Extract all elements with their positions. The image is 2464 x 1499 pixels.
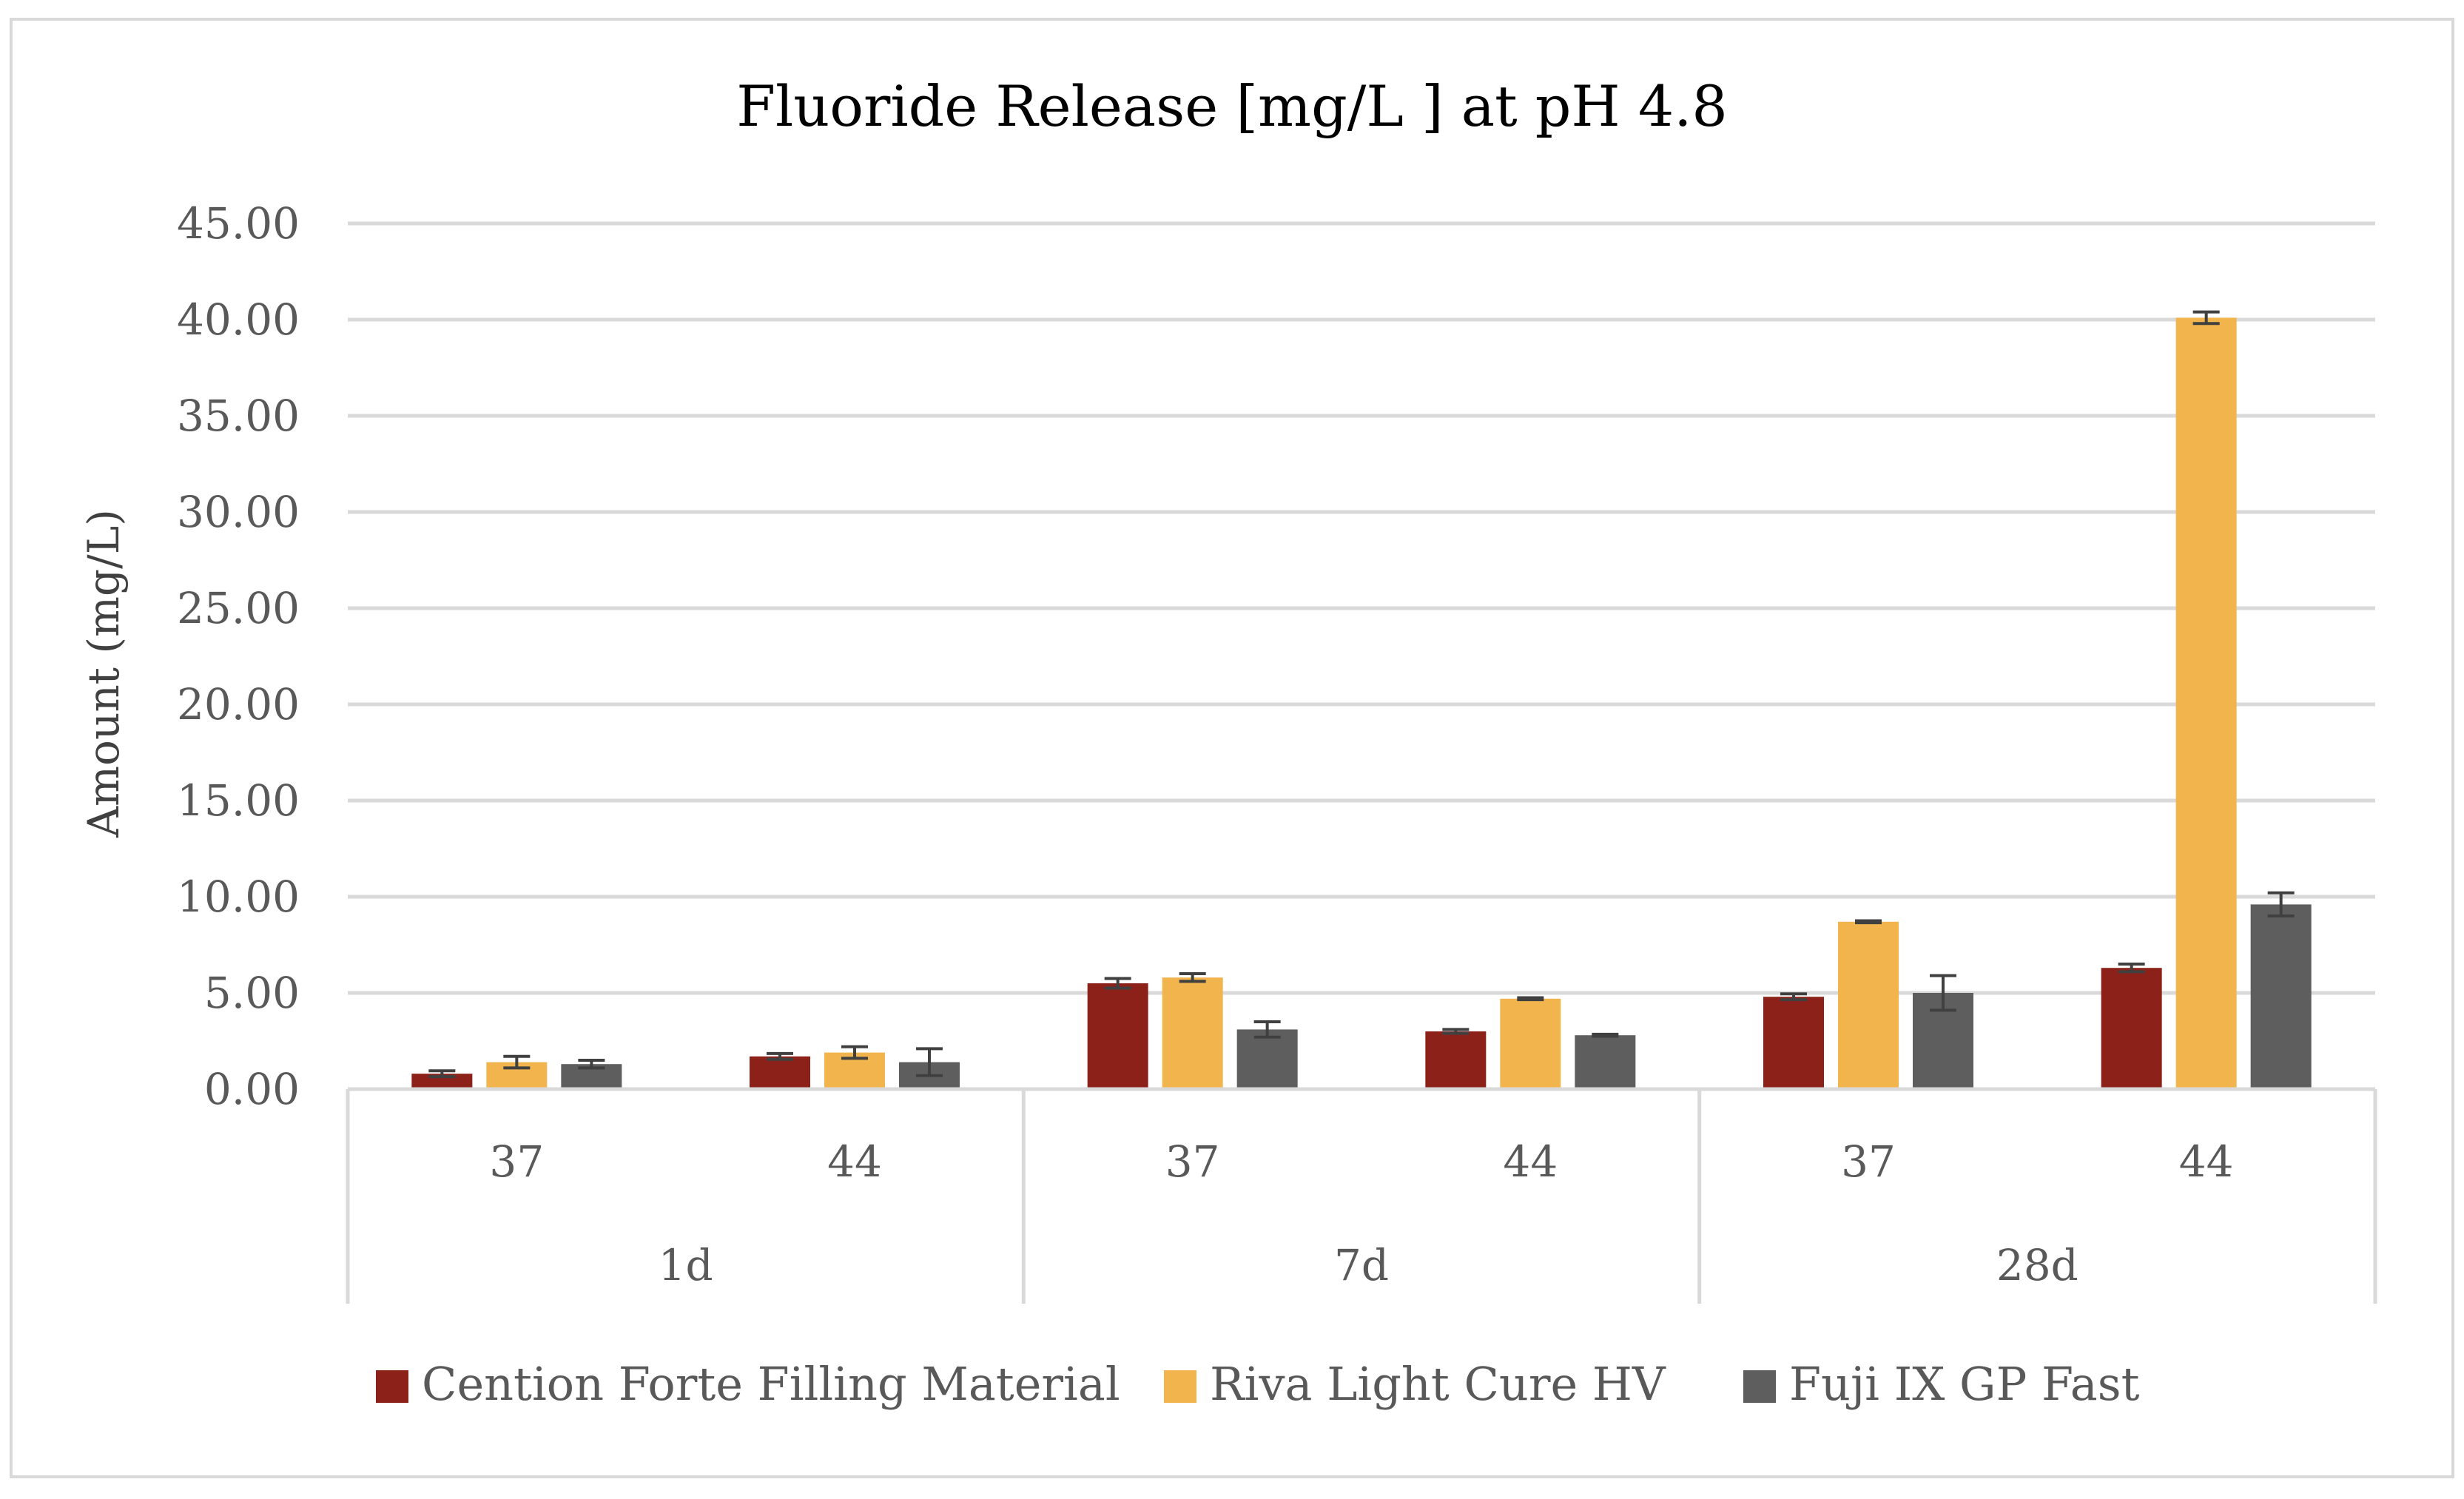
bar bbox=[750, 1056, 810, 1089]
bar bbox=[1087, 983, 1148, 1089]
legend-label: Riva Light Cure HV bbox=[1210, 1357, 1666, 1411]
bar bbox=[2250, 904, 2312, 1089]
y-tick-label: 25.00 bbox=[177, 583, 300, 633]
y-axis-ticks: 0.00 5.00 10.00 15.00 20.00 25.00 30.00 35.00 40… bbox=[177, 198, 300, 1114]
x-tick-label: 37 bbox=[1165, 1136, 1220, 1187]
x-tick-label: 44 bbox=[2179, 1136, 2234, 1187]
bar bbox=[2175, 317, 2237, 1089]
x-group-label: 7d bbox=[1334, 1240, 1389, 1290]
x-tick-label: 44 bbox=[827, 1136, 882, 1187]
x-group-label: 1d bbox=[659, 1240, 713, 1290]
legend-swatch bbox=[1164, 1370, 1196, 1403]
legend-swatch bbox=[1743, 1370, 1776, 1403]
legend-swatch bbox=[376, 1370, 408, 1403]
bars bbox=[411, 317, 2312, 1089]
y-tick-label: 5.00 bbox=[204, 968, 300, 1018]
y-tick-label: 10.00 bbox=[177, 872, 300, 922]
y-tick-label: 0.00 bbox=[204, 1064, 300, 1114]
legend: Cention Forte Filling Material Riva Light… bbox=[376, 1357, 2140, 1411]
chart-border bbox=[10, 18, 2454, 1478]
bar bbox=[1763, 997, 1824, 1089]
x-group-label: 28d bbox=[1996, 1240, 2078, 1290]
chart-title: Fluoride Release [mg/L ] at pH 4.8 bbox=[736, 73, 1727, 139]
bar bbox=[1838, 921, 1899, 1089]
bar bbox=[1425, 1031, 1487, 1089]
x-tick-label: 37 bbox=[1841, 1136, 1896, 1187]
error-bars bbox=[428, 310, 2295, 1079]
y-tick-label: 45.00 bbox=[177, 198, 300, 249]
x-axis: 37 44 1d 37 44 7d 37 44 28d bbox=[346, 1087, 2377, 1304]
bar bbox=[1162, 977, 1223, 1089]
bar bbox=[2101, 968, 2162, 1089]
y-tick-label: 35.00 bbox=[177, 391, 300, 441]
y-tick-label: 30.00 bbox=[177, 487, 300, 537]
gridlines bbox=[348, 221, 2375, 1091]
legend-label: Fuji IX GP Fast bbox=[1789, 1357, 2140, 1411]
bar bbox=[1236, 1029, 1298, 1089]
y-tick-label: 15.00 bbox=[177, 775, 300, 826]
x-tick-label: 44 bbox=[1503, 1136, 1558, 1187]
y-axis-label: Amount (mg/L) bbox=[78, 509, 129, 838]
x-tick-label: 37 bbox=[489, 1136, 544, 1187]
bar bbox=[1575, 1035, 1636, 1089]
y-tick-label: 20.00 bbox=[177, 679, 300, 730]
y-tick-label: 40.00 bbox=[177, 294, 300, 345]
legend-label: Cention Forte Filling Material bbox=[422, 1357, 1120, 1411]
bar bbox=[411, 1074, 473, 1089]
bar bbox=[1500, 998, 1561, 1089]
